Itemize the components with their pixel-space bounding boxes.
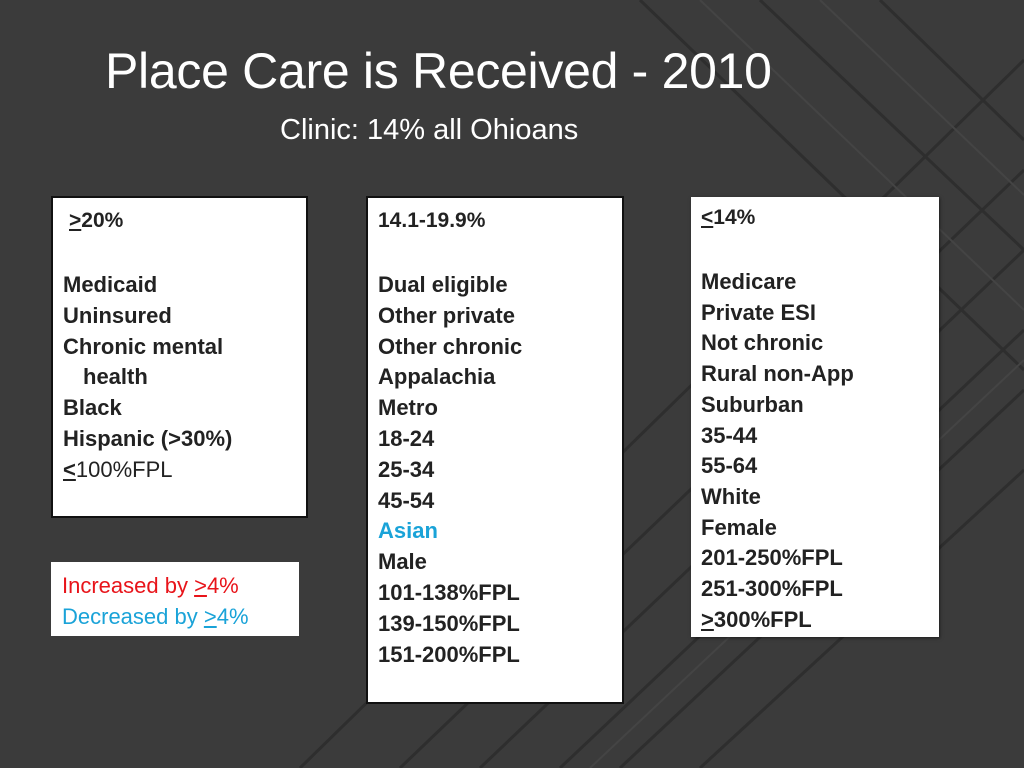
list-item: White xyxy=(701,483,761,509)
list-item: 45-54 xyxy=(378,487,435,513)
high-usage-box: >20% Medicaid Uninsured Chronic mental h… xyxy=(51,196,308,518)
list-item: Uninsured xyxy=(63,302,172,328)
list-item: Medicaid xyxy=(63,272,158,297)
high-usage-header: >20% xyxy=(63,208,306,234)
list-item-decreased: Asian xyxy=(378,518,438,544)
item-text: 100%FPL xyxy=(75,456,173,482)
item-symbol: < xyxy=(63,456,76,482)
list-item: Chronic mental xyxy=(63,333,224,359)
list-item: Suburban xyxy=(701,391,804,417)
list-item: Private ESI xyxy=(701,299,816,325)
list-item: health xyxy=(83,364,148,390)
low-usage-header: <14% xyxy=(701,205,939,231)
mid-usage-list: Dual eligible Other private Other chroni… xyxy=(378,270,622,670)
mid-usage-header: 14.1-19.9% xyxy=(378,209,486,232)
legend-increased-label: Increased by xyxy=(62,573,195,598)
list-item: 151-200%FPL xyxy=(378,641,520,667)
legend-box: Increased by >4% Decreased by >4% xyxy=(51,562,299,636)
list-item: Rural non-App xyxy=(701,361,854,387)
list-item: Metro xyxy=(378,395,438,421)
legend-decreased-symbol: > xyxy=(203,604,217,629)
threshold-symbol: > xyxy=(69,209,82,232)
list-item: Other private xyxy=(378,302,515,328)
threshold-value: 20% xyxy=(81,209,124,232)
list-item: 139-150%FPL xyxy=(378,610,520,636)
slide-title: Place Care is Received - 2010 xyxy=(105,43,772,99)
threshold-value: 14% xyxy=(713,206,756,229)
list-item: 18-24 xyxy=(378,425,435,451)
list-item: <100%FPL xyxy=(63,455,306,486)
item-text: 300%FPL xyxy=(713,606,812,632)
item-symbol: > xyxy=(701,606,714,632)
low-usage-box: <14% Medicare Private ESI Not chronic Ru… xyxy=(691,197,939,637)
list-item: 201-250%FPL xyxy=(701,545,843,571)
list-item: Male xyxy=(378,549,427,575)
legend-increased-symbol: > xyxy=(194,573,207,598)
list-item: 251-300%FPL xyxy=(701,576,843,602)
list-item: Hispanic (>30%) xyxy=(63,425,233,451)
list-item: 55-64 xyxy=(701,453,758,479)
list-item: Medicare xyxy=(701,269,797,294)
threshold-symbol: < xyxy=(701,206,714,229)
legend-increased-value: 4% xyxy=(206,573,239,598)
legend-decreased-value: 4% xyxy=(216,604,249,629)
list-item: 25-34 xyxy=(378,456,435,482)
list-item: Other chronic xyxy=(378,333,523,359)
list-item: Appalachia xyxy=(378,364,496,390)
list-item: 35-44 xyxy=(701,422,758,448)
legend-increased: Increased by >4% xyxy=(62,570,299,601)
list-item: Black xyxy=(63,395,122,421)
high-usage-list: Medicaid Uninsured Chronic mental health… xyxy=(63,270,306,486)
legend-decreased-label: Decreased by xyxy=(62,604,204,629)
mid-usage-box: 14.1-19.9% Dual eligible Other private O… xyxy=(366,196,624,704)
legend-decreased: Decreased by >4% xyxy=(62,601,299,632)
low-usage-list: Medicare Private ESI Not chronic Rural n… xyxy=(701,267,939,635)
list-item: Female xyxy=(701,514,777,540)
list-item: Not chronic xyxy=(701,330,824,356)
slide-subtitle: Clinic: 14% all Ohioans xyxy=(280,114,579,146)
list-item: 101-138%FPL xyxy=(378,579,520,605)
list-item: Dual eligible xyxy=(378,272,508,297)
list-item: >300%FPL xyxy=(701,605,939,636)
